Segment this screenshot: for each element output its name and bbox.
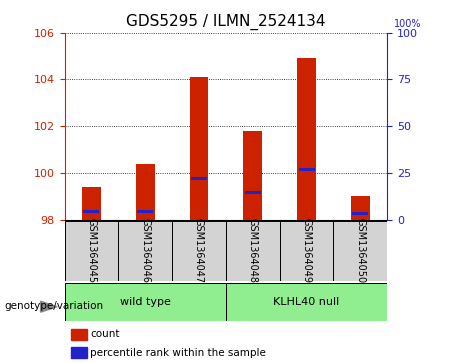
Text: GSM1364049: GSM1364049 [301,218,312,283]
Text: wild type: wild type [120,297,171,307]
Bar [137,209,153,213]
Bar [243,131,262,220]
Bar [118,221,172,281]
Bar [226,221,280,281]
Text: GSM1364046: GSM1364046 [140,218,150,283]
Text: GSM1364050: GSM1364050 [355,217,366,283]
Bar [352,212,368,215]
Bar [65,221,118,281]
Bar [71,347,87,358]
Bar [226,283,387,321]
Bar [297,58,316,220]
Bar [172,221,226,281]
Text: GSM1364048: GSM1364048 [248,218,258,283]
Bar [136,163,154,220]
Bar [333,221,387,281]
Text: KLHL40 null: KLHL40 null [273,297,340,307]
Text: count: count [90,329,120,339]
Bar [65,283,226,321]
Polygon shape [41,301,57,312]
Bar [351,196,370,220]
Bar [189,77,208,220]
Text: percentile rank within the sample: percentile rank within the sample [90,348,266,358]
Bar [299,167,314,171]
Bar [280,221,333,281]
Text: GSM1364045: GSM1364045 [86,217,96,283]
Text: genotype/variation: genotype/variation [5,301,104,311]
Bar [82,187,101,220]
Text: GSM1364047: GSM1364047 [194,217,204,283]
Bar [83,209,100,213]
Title: GDS5295 / ILMN_2524134: GDS5295 / ILMN_2524134 [126,14,325,30]
Bar [245,191,261,194]
Bar [71,329,87,340]
Bar [191,177,207,180]
Text: 100%: 100% [394,19,421,29]
